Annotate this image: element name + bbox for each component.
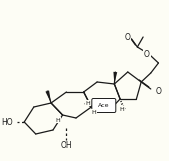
Text: Ace: Ace	[98, 103, 110, 108]
FancyBboxPatch shape	[92, 99, 116, 113]
Text: HO: HO	[1, 118, 13, 127]
Polygon shape	[45, 90, 51, 103]
Text: O: O	[125, 33, 131, 42]
Text: H: H	[85, 100, 90, 105]
Text: H: H	[55, 118, 60, 123]
Polygon shape	[113, 72, 117, 84]
Text: OH: OH	[61, 142, 72, 151]
Text: H: H	[120, 106, 124, 112]
Text: O: O	[144, 49, 150, 58]
Text: O: O	[155, 86, 161, 95]
Text: H: H	[92, 109, 97, 114]
